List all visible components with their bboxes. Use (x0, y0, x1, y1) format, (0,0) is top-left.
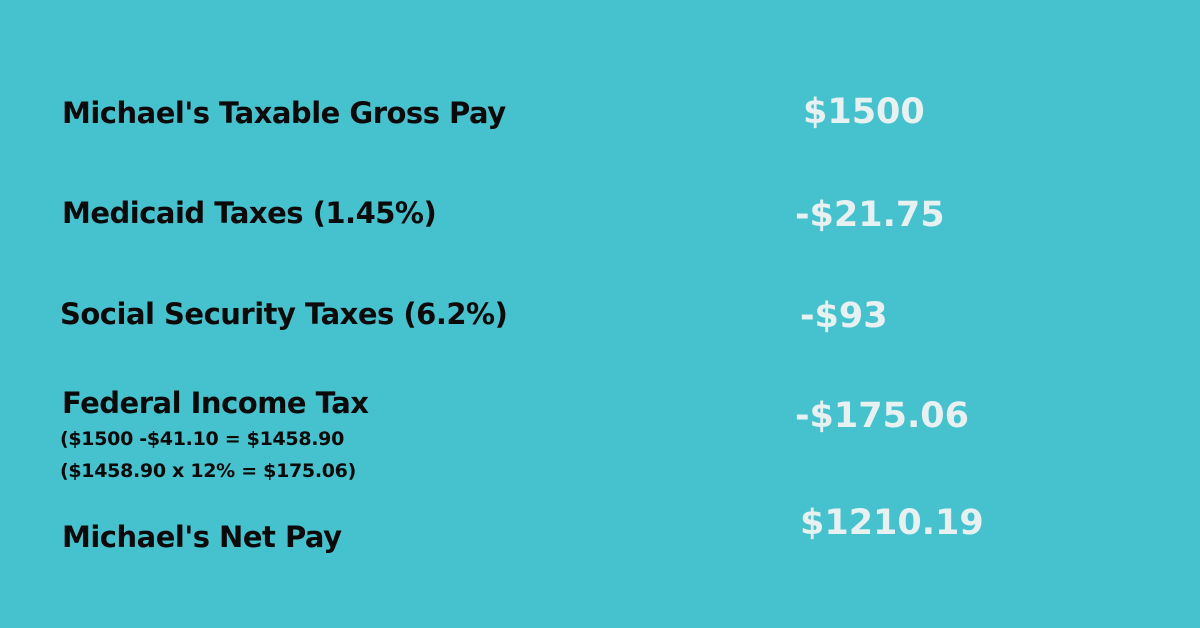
row-value: -$93 (800, 296, 888, 336)
row-value: -$175.06 (795, 396, 969, 436)
row-label: Medicaid Taxes (1.45%) (62, 196, 437, 230)
row-label: Social Security Taxes (6.2%) (60, 297, 508, 331)
row-label: Michael's Net Pay (62, 520, 342, 554)
row-value: -$21.75 (795, 195, 945, 235)
row-label: Federal Income Tax (62, 386, 369, 420)
row-note: ($1500 -$41.10 = $1458.90 (60, 428, 345, 450)
row-note: ($1458.90 x 12% = $175.06) (60, 460, 356, 482)
row-value: $1210.19 (800, 503, 984, 543)
row-value: $1500 (803, 92, 925, 132)
row-label: Michael's Taxable Gross Pay (62, 96, 506, 130)
